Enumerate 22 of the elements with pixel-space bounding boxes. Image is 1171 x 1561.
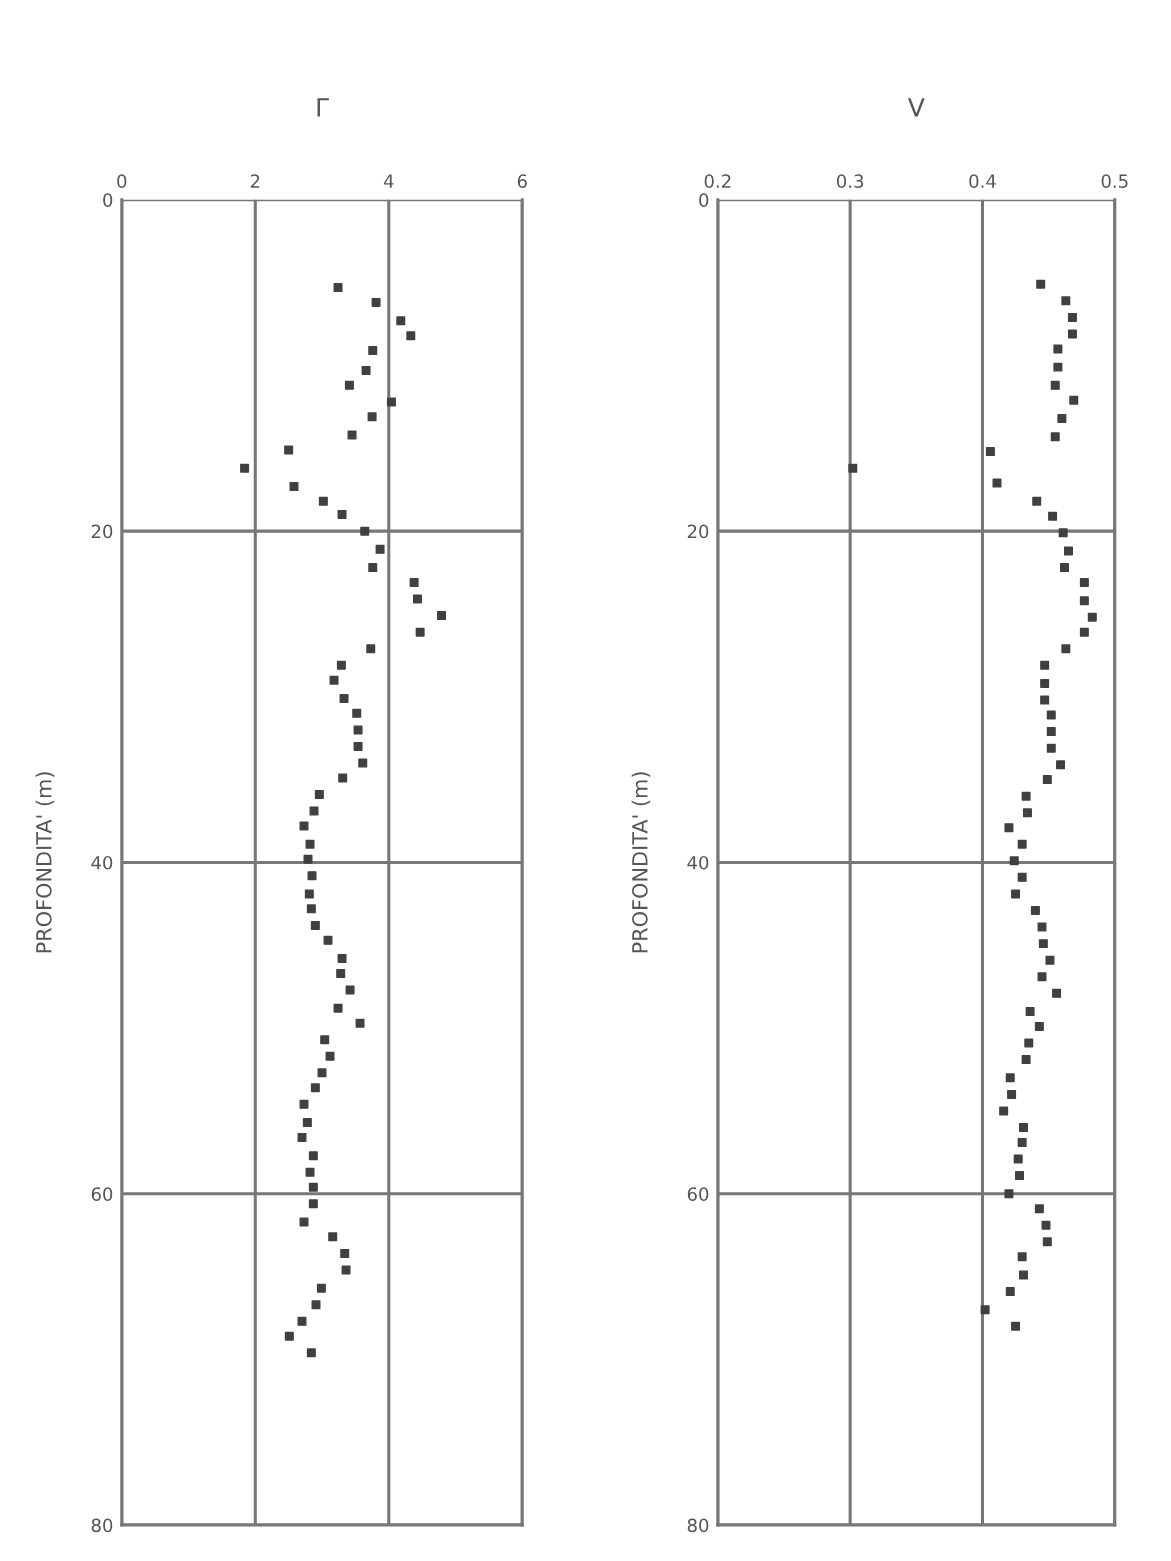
- x-tick-label: 4: [383, 174, 394, 188]
- x-tick-label: 0.3: [836, 174, 864, 188]
- y-tick-label: 60: [91, 1187, 113, 1201]
- y-axis-title: PROFONDITA' (m): [35, 772, 55, 953]
- x-tick-label: 2: [250, 174, 260, 188]
- y-tick-label: 40: [687, 855, 709, 870]
- y-tick-label: 60: [687, 1187, 709, 1201]
- x-tick-label: 6: [517, 174, 527, 188]
- x-tick-label: 0.2: [704, 174, 731, 188]
- y-tick-label: 80: [687, 1518, 709, 1533]
- y-tick-label: 20: [91, 524, 113, 539]
- y-axis-title: PROFONDITA' (m): [631, 772, 651, 953]
- y-tick-label: 20: [687, 524, 709, 539]
- x-tick-label: 0: [117, 174, 127, 188]
- y-tick-label: 0: [699, 193, 709, 207]
- y-tick-label: 40: [91, 855, 113, 870]
- chart-title: V: [907, 98, 925, 117]
- x-tick-label: 0.4: [969, 174, 996, 188]
- chart-title: Γ: [317, 98, 329, 117]
- y-tick-label: 0: [103, 193, 113, 207]
- x-tick-label: 0.5: [1101, 174, 1128, 188]
- y-tick-label: 80: [91, 1518, 113, 1533]
